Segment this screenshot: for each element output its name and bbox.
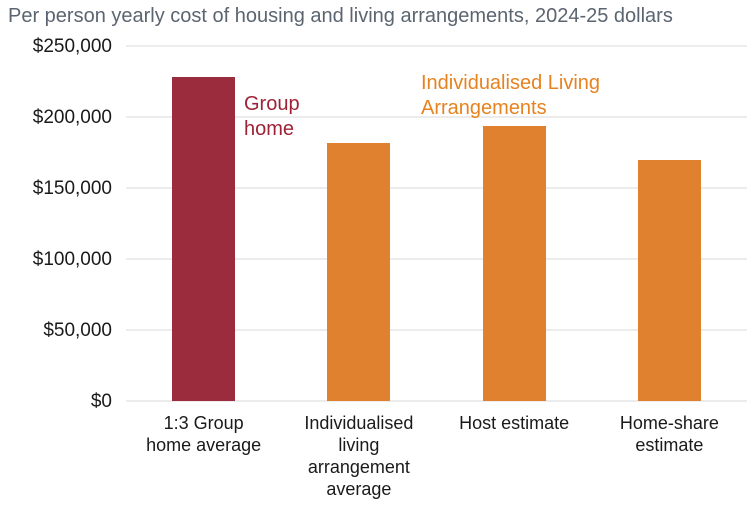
series-annotation: Individualised Living Arrangements [421,72,601,119]
gridline [126,116,747,118]
gridline [126,329,747,331]
chart-title: Per person yearly cost of housing and li… [8,5,673,27]
x-axis-label-line: Individualised [304,413,414,433]
series-annotation: Group home [244,93,300,140]
x-axis-label-line: Host estimate [459,413,570,433]
y-axis-tick-label: $250,000 [32,36,112,57]
x-axis-category-label: Host estimate [444,412,584,434]
y-axis-tick-label: $150,000 [32,178,112,199]
bar [172,77,236,401]
x-axis-category-label: Individualised living arrangement average [289,412,429,500]
x-axis-label-line: 1:3 Group [163,413,244,433]
x-axis-category-label: 1:3 Group home average [134,412,274,456]
x-axis-label-line: arrangement [307,457,410,477]
x-axis-label-line: estimate [635,435,704,455]
x-axis-label-line: Home-share [619,413,719,433]
bar [327,142,391,401]
y-axis-tick-label: $200,000 [32,107,112,128]
x-axis-label-line: home average [146,435,262,455]
x-axis-label-line: living [338,435,380,455]
x-axis-category-label: Home-share estimate [599,412,739,456]
bar [637,159,701,401]
y-axis-tick-label: $50,000 [43,320,112,341]
bar [482,125,546,401]
gridline [126,258,747,260]
gridline [126,45,747,47]
x-axis-label-line: average [326,479,392,499]
gridline [126,400,747,402]
y-axis-tick-label: $0 [90,391,112,412]
y-axis-tick-label: $100,000 [32,249,112,270]
gridline [126,187,747,189]
